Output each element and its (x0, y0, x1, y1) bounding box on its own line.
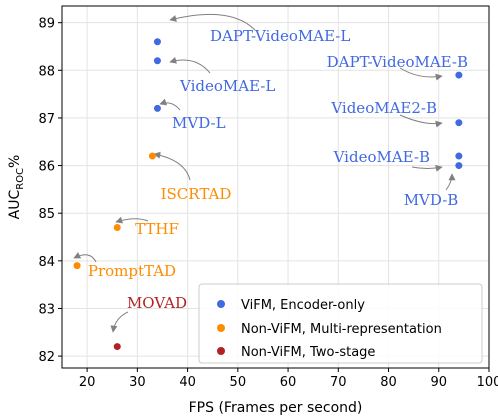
x-tick-label: 70 (330, 375, 347, 390)
legend-marker-multi-representation (217, 324, 225, 332)
data-point (153, 104, 161, 112)
annotation-arrow (153, 151, 191, 181)
annotation-arrow (73, 252, 97, 263)
data-points (73, 38, 463, 351)
x-tick-label: 90 (430, 375, 447, 390)
data-point (455, 152, 463, 160)
x-tick-label: 50 (230, 375, 247, 390)
y-axis: 82 83 84 85 86 87 88 89 (38, 17, 62, 365)
annotation-arrow (169, 13, 256, 31)
data-point (113, 223, 121, 231)
point-label: DAPT-VideoMAE-B (327, 53, 468, 71)
y-tick-label: 89 (38, 17, 55, 32)
y-tick-label: 86 (38, 160, 55, 175)
annotation-arrow (411, 164, 443, 172)
annotation-arrow (115, 216, 149, 224)
y-tick-label: 82 (38, 350, 55, 365)
data-point (148, 152, 156, 160)
point-label: VideoMAE-L (179, 77, 275, 95)
x-tick-label: 20 (79, 375, 96, 390)
y-axis-label-suffix: % (7, 155, 23, 168)
point-label: PromptTAD (88, 262, 176, 280)
data-point (153, 57, 161, 65)
point-label: MOVAD (127, 294, 187, 312)
point-label: DAPT-VideoMAE-L (210, 27, 350, 45)
data-point (455, 71, 463, 79)
x-tick-label: 60 (280, 375, 297, 390)
x-tick-label: 30 (129, 375, 146, 390)
legend-label-vifm: ViFM, Encoder-only (241, 298, 365, 313)
y-tick-label: 83 (38, 302, 55, 317)
point-label: ISCRTAD (161, 185, 232, 203)
point-label: TTHF (135, 220, 179, 238)
annotation-arrow (159, 98, 181, 111)
data-point (455, 162, 463, 170)
point-label: VideoMAE2-B (330, 99, 437, 117)
y-tick-label: 85 (38, 207, 55, 222)
data-point (113, 343, 121, 351)
y-tick-label: 84 (38, 255, 55, 270)
plot-frame (61, 5, 490, 369)
point-labels: DAPT-VideoMAE-L VideoMAE-L MVD-L DAPT-Video… (88, 27, 468, 312)
x-tick-label: 40 (179, 375, 196, 390)
y-tick-label: 88 (38, 64, 55, 79)
annotation-arrow (110, 311, 129, 333)
annotation-arrow (399, 67, 443, 81)
point-label: MVD-L (172, 114, 226, 132)
y-axis-label: AUCROC% (7, 155, 26, 220)
x-axis: 20 30 40 50 60 70 80 90 100 (79, 368, 498, 390)
point-label: VideoMAE-B (333, 148, 430, 166)
legend-marker-two-stage (217, 347, 225, 355)
x-axis-label: FPS (Frames per second) (189, 400, 363, 416)
grid (62, 6, 490, 368)
annotation-arrow (169, 56, 211, 74)
annotation-arrow (445, 173, 456, 191)
y-axis-label-main: AUC (7, 190, 23, 220)
legend-marker-vifm (217, 300, 225, 308)
data-point (455, 119, 463, 127)
y-axis-label-subscript: ROC (15, 168, 26, 190)
data-point (73, 262, 81, 270)
point-label: MVD-B (404, 191, 459, 209)
data-point (153, 38, 161, 46)
legend: ViFM, Encoder-only Non-ViFM, Multi-repre… (198, 283, 483, 364)
legend-box (198, 283, 483, 364)
annotation-arrow (399, 114, 443, 128)
x-tick-label: 80 (380, 375, 397, 390)
legend-label-two-stage: Non-ViFM, Two-stage (241, 345, 375, 360)
annotation-arrows (73, 13, 456, 333)
legend-label-multi-representation: Non-ViFM, Multi-representation (241, 322, 442, 337)
y-tick-label: 87 (38, 112, 55, 127)
x-tick-label: 100 (477, 375, 498, 390)
